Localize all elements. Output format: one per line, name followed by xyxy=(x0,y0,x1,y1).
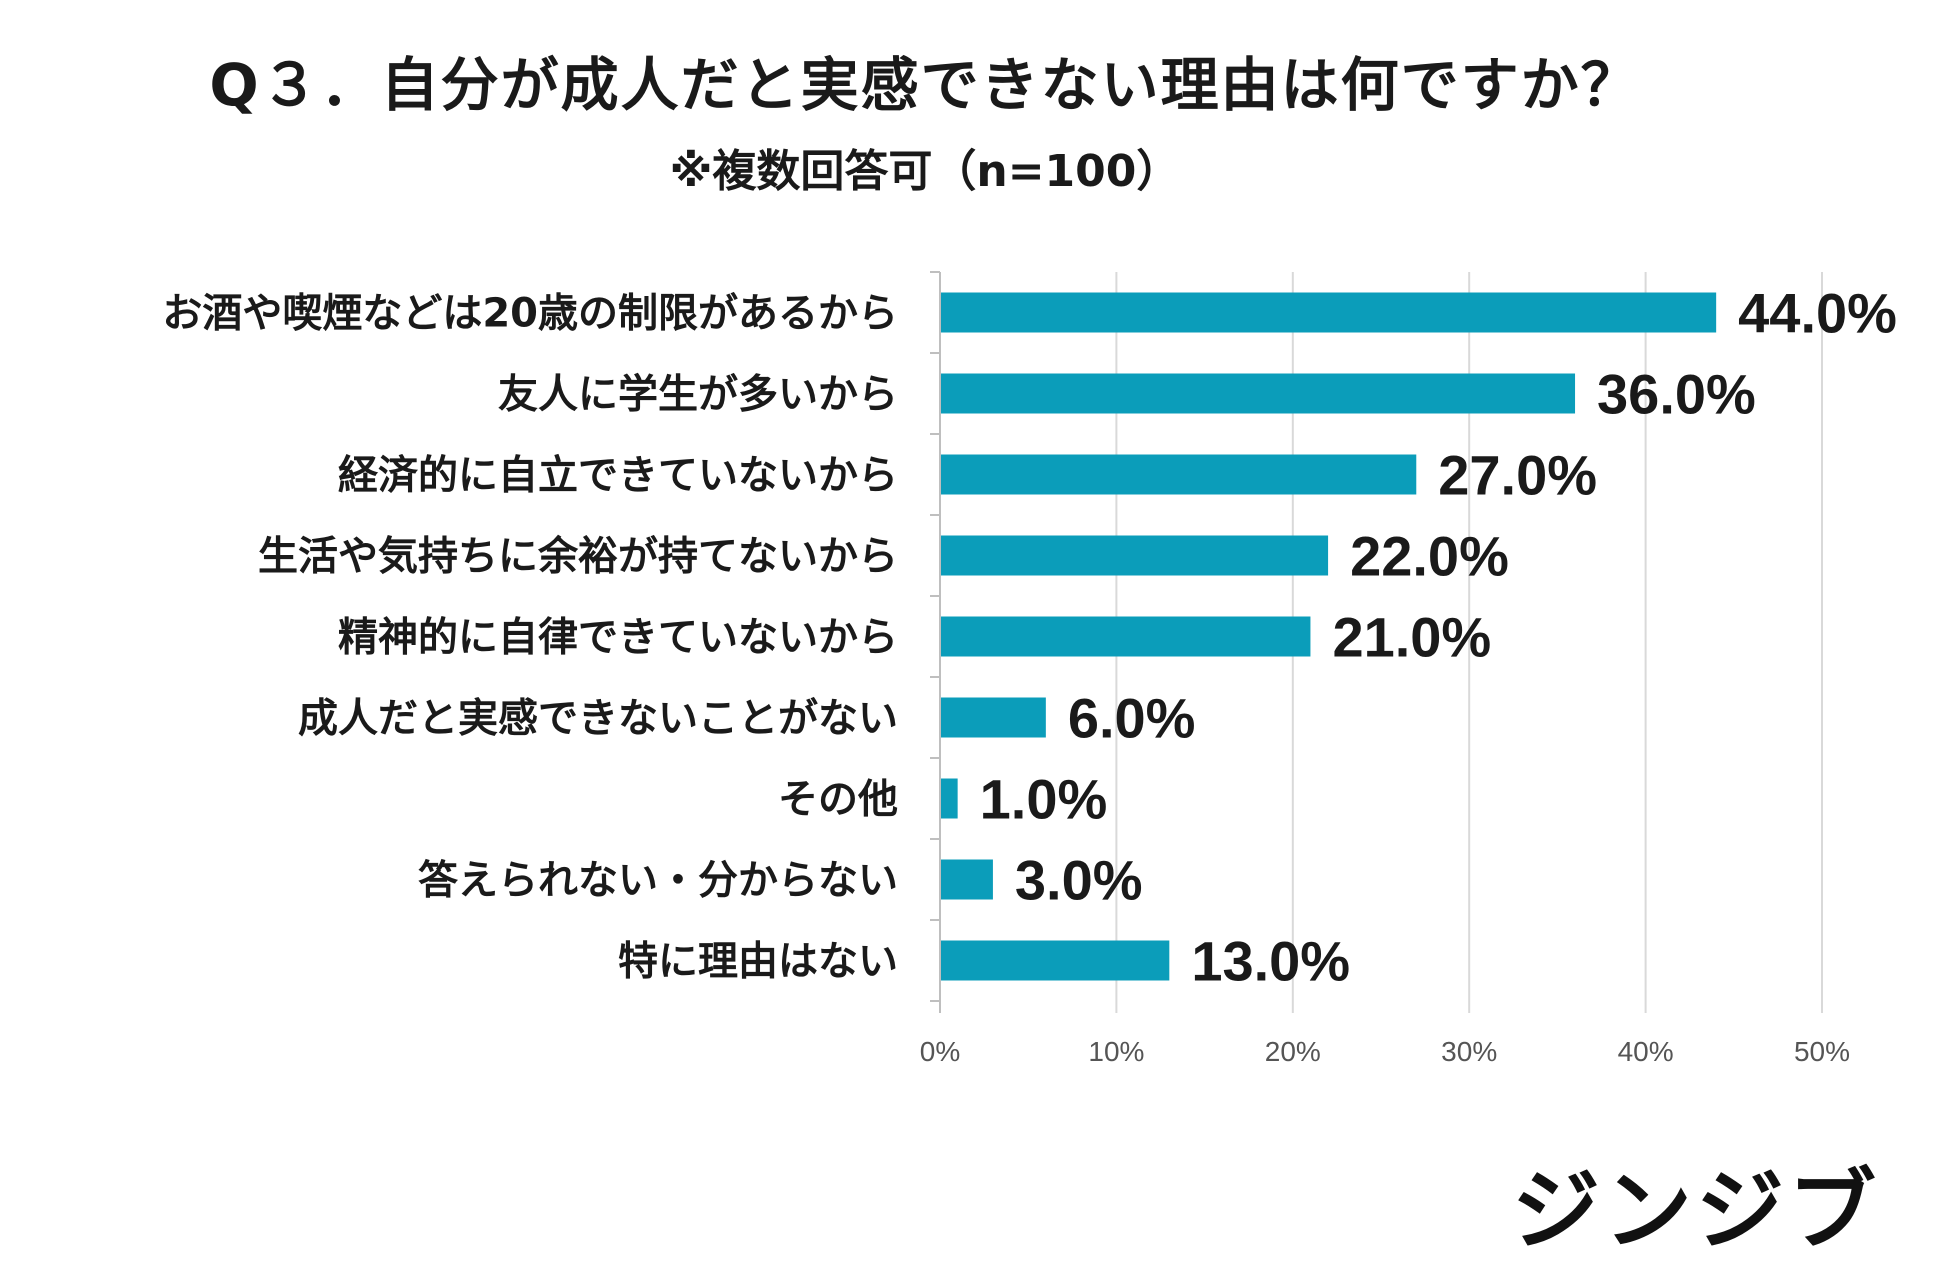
data-label: 21.0% xyxy=(1332,606,1491,669)
data-label: 6.0% xyxy=(1068,687,1196,750)
category-label: その他 xyxy=(778,777,898,823)
x-tick-label: 50% xyxy=(1794,1036,1850,1067)
bar xyxy=(941,697,1046,738)
bar xyxy=(941,859,993,900)
data-label: 22.0% xyxy=(1350,525,1509,588)
bar xyxy=(941,535,1329,576)
bar xyxy=(941,373,1576,414)
x-tick-label: 20% xyxy=(1265,1036,1321,1067)
x-tick-label: 10% xyxy=(1088,1036,1144,1067)
bar xyxy=(941,616,1311,657)
category-label: 精神的に自律できていないから xyxy=(338,615,898,661)
category-label: 友人に学生が多いから xyxy=(498,372,898,418)
data-label: 36.0% xyxy=(1597,363,1756,426)
data-label: 27.0% xyxy=(1438,444,1597,507)
bar xyxy=(941,778,958,819)
x-tick-label: 0% xyxy=(920,1036,960,1067)
category-label: 答えられない・分からない xyxy=(418,858,898,904)
data-label: 3.0% xyxy=(1015,849,1143,912)
brand-logo: ジンジブ xyxy=(1511,1159,1880,1262)
x-tick-label: 30% xyxy=(1441,1036,1497,1067)
bar xyxy=(941,454,1417,495)
category-label: 特に理由はない xyxy=(618,939,898,985)
chart-title: Q３．自分が成人だと実感できない理由は何ですか？ xyxy=(209,51,1641,119)
category-label: 経済的に自立できていないから xyxy=(338,453,898,499)
data-label: 1.0% xyxy=(980,768,1108,831)
category-label: 生活や気持ちに余裕が持てないから xyxy=(258,534,898,580)
x-tick-label: 40% xyxy=(1618,1036,1674,1067)
data-label: 13.0% xyxy=(1191,930,1350,993)
category-label: 成人だと実感できないことがない xyxy=(298,696,898,742)
bar xyxy=(941,292,1717,333)
data-label: 44.0% xyxy=(1738,282,1897,345)
chart-subtitle: ※複数回答可（n=100） xyxy=(669,146,1181,197)
bar xyxy=(941,940,1170,981)
category-label: お酒や喫煙などは20歳の制限があるから xyxy=(162,291,898,337)
